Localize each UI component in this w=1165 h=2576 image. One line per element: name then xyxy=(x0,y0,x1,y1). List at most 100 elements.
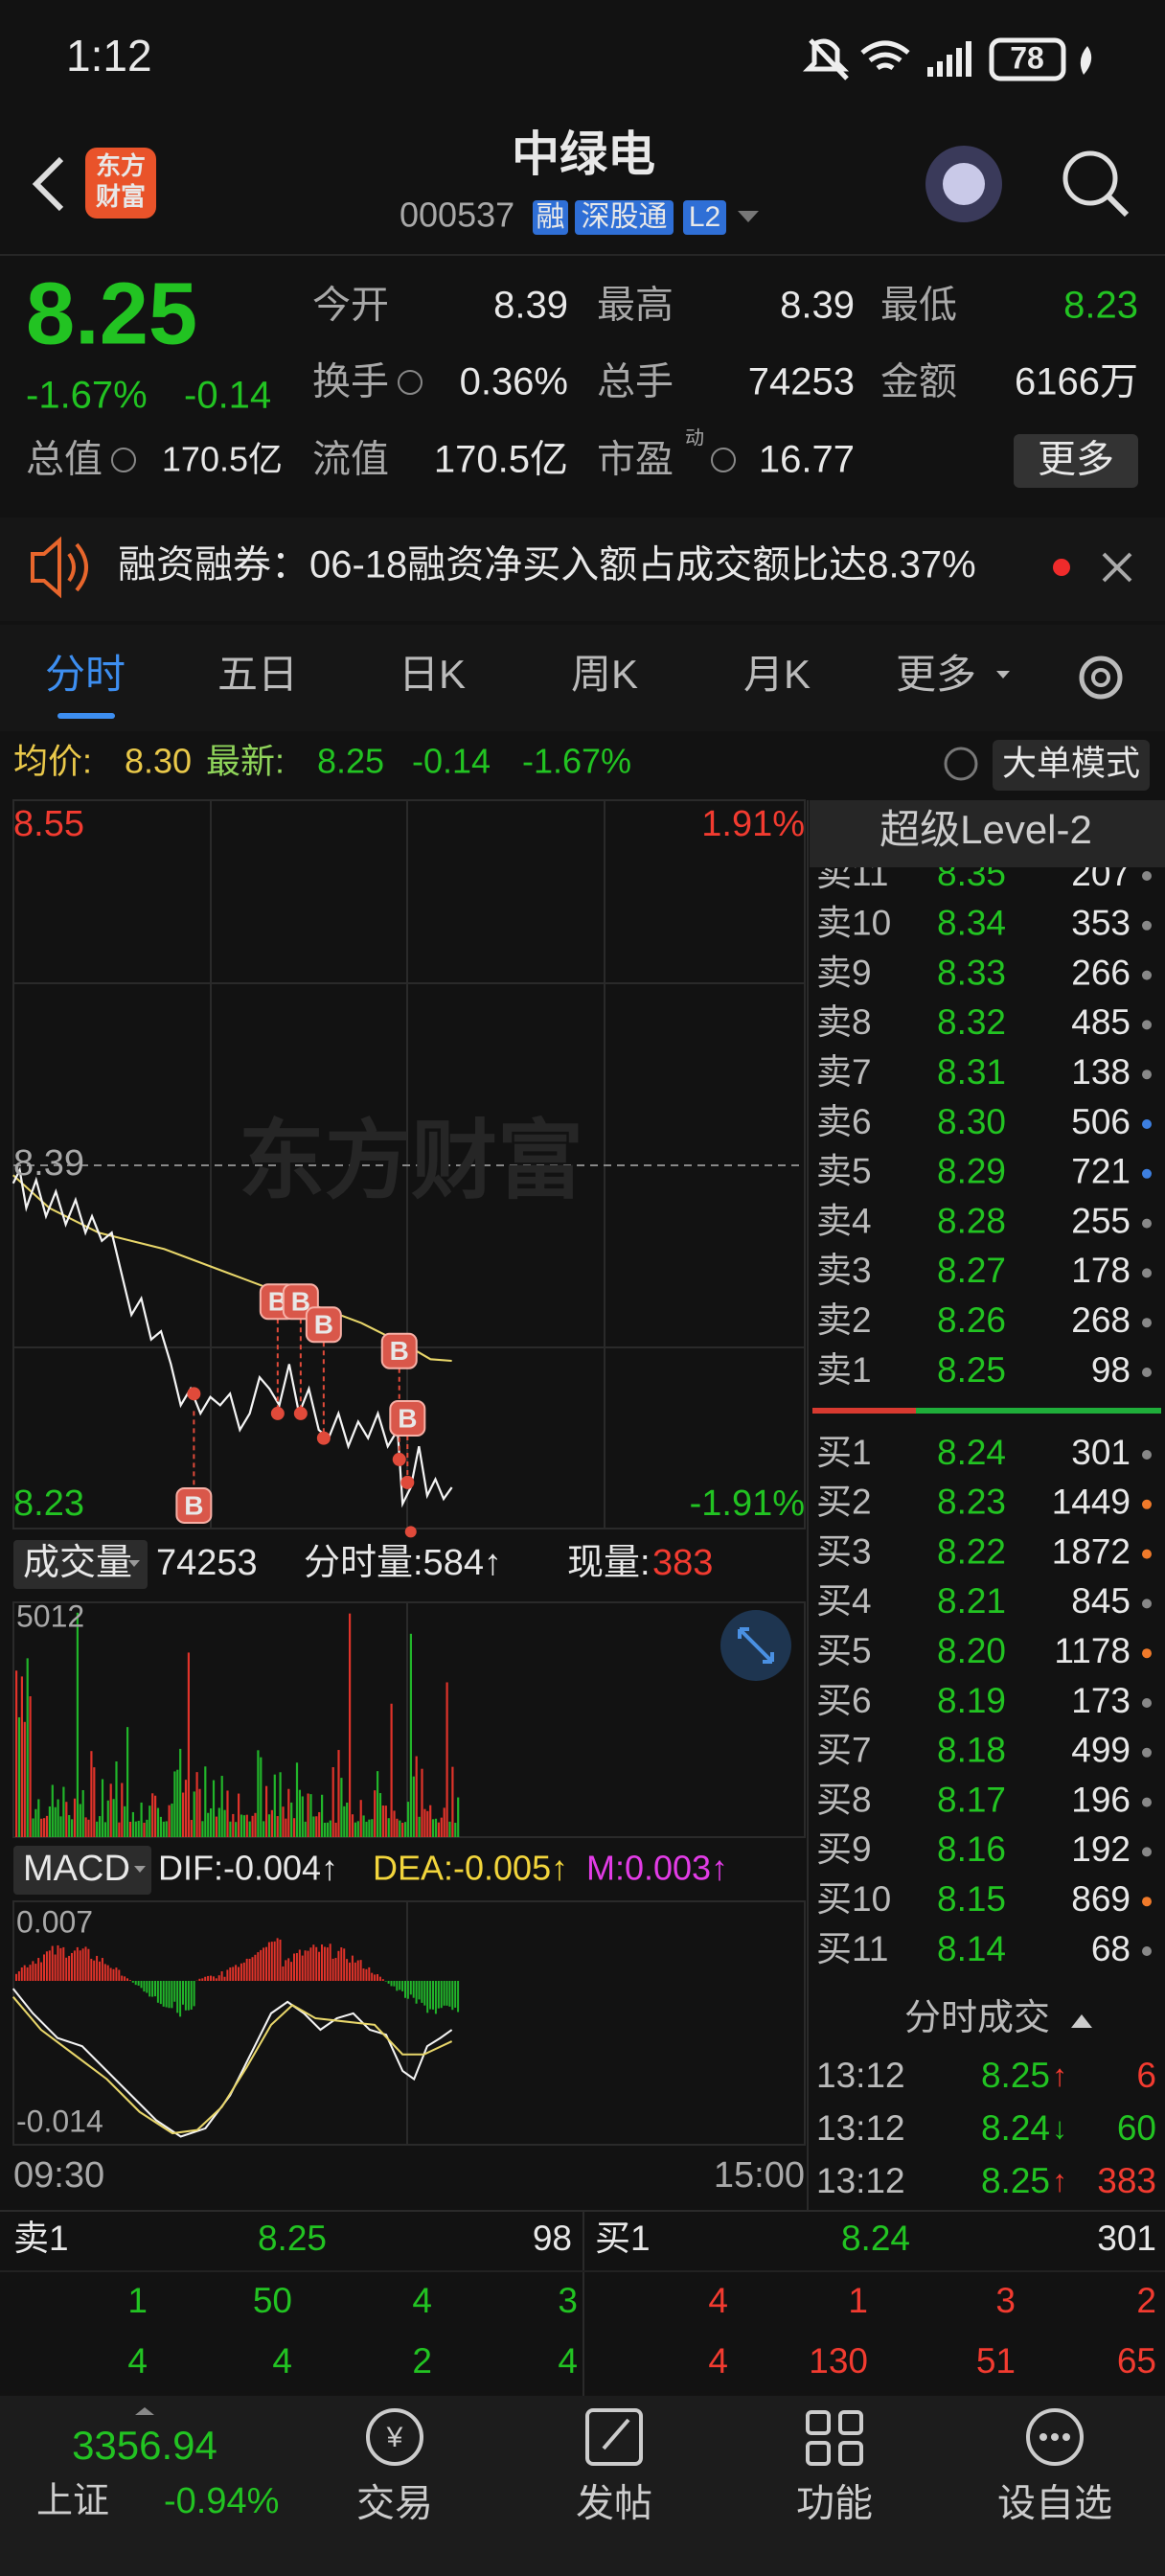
axis-label: 1.91% xyxy=(701,804,805,844)
watermark: 东方财富 xyxy=(239,1114,583,1209)
volume-bar xyxy=(418,1816,421,1837)
macd-selector[interactable] xyxy=(13,1846,151,1895)
macd-bar xyxy=(171,1981,173,2009)
level-volume: 301 xyxy=(1071,1433,1131,1472)
macd-bar xyxy=(84,1946,87,1981)
latest: 8.25 xyxy=(317,742,384,781)
macd-bar xyxy=(134,1981,137,1986)
nav-item[interactable]: 发帖 xyxy=(576,2483,652,2525)
volume-bar xyxy=(128,1821,132,1837)
index-value[interactable]: 3356.94 xyxy=(72,2423,217,2468)
selector-arrow xyxy=(134,1866,146,1873)
level-volume: 138 xyxy=(1071,1052,1131,1092)
help-icon[interactable] xyxy=(944,747,978,781)
field-label: 今开 xyxy=(312,285,389,327)
more-button[interactable] xyxy=(1014,434,1138,488)
field-value: 8.23 xyxy=(1063,285,1138,327)
level-dot xyxy=(1142,1168,1152,1179)
level-price: 8.18 xyxy=(937,1731,1006,1770)
macd-bar xyxy=(315,1946,318,1981)
nav-item[interactable]: 设自选 xyxy=(997,2483,1112,2525)
close-button[interactable] xyxy=(1102,552,1132,583)
macd-bar xyxy=(423,1981,426,2006)
marker xyxy=(389,1400,426,1438)
volume-bar xyxy=(257,1750,260,1837)
macd-bar xyxy=(340,1947,343,1981)
macd-bar xyxy=(201,1978,204,1981)
macd-bar xyxy=(90,1958,93,1981)
level-dot xyxy=(1142,970,1152,980)
level-volume: 353 xyxy=(1071,904,1131,943)
macd-bar xyxy=(126,1978,128,1981)
macd-bar xyxy=(124,1976,126,1981)
volume-bars xyxy=(15,1612,460,1837)
tab[interactable]: 更多 xyxy=(896,652,976,697)
macd-bar xyxy=(23,1965,26,1981)
macd-bar xyxy=(235,1965,238,1981)
macd-bar xyxy=(248,1958,251,1981)
macd-lines xyxy=(11,1988,453,2138)
settings-button[interactable] xyxy=(1079,656,1123,700)
volume-bar xyxy=(154,1795,157,1837)
volume-bar xyxy=(349,1613,352,1837)
tab[interactable]: 五日 xyxy=(217,652,298,697)
macd-bar xyxy=(240,1963,242,1981)
queue-order: 4 xyxy=(558,2341,578,2380)
volume-bar xyxy=(99,1816,102,1837)
volume-bar xyxy=(204,1766,207,1837)
volume-bar xyxy=(146,1819,148,1837)
volume-bar xyxy=(351,1814,354,1837)
search-button[interactable] xyxy=(1062,150,1118,206)
tab[interactable]: 周K xyxy=(571,652,638,697)
macd-bar xyxy=(323,1946,326,1981)
volume-bar xyxy=(421,1768,423,1837)
macd-bar xyxy=(204,1976,207,1981)
volume-bar xyxy=(45,1815,49,1837)
mode-button-text[interactable]: 大单模式 xyxy=(1002,744,1140,783)
mode-button[interactable] xyxy=(993,740,1150,791)
macd-bar xyxy=(377,1974,378,1981)
queue-order: 4 xyxy=(127,2341,148,2380)
back-button[interactable] xyxy=(32,156,64,212)
macd-bar xyxy=(43,1954,45,1981)
macd-bar xyxy=(346,1959,349,1981)
macd-bar xyxy=(362,1968,365,1981)
nav-item[interactable]: 功能 xyxy=(796,2483,873,2525)
macd-bar xyxy=(267,1942,270,1981)
volume-bar xyxy=(131,1811,134,1837)
volume-label[interactable]: 成交量 xyxy=(23,1543,132,1583)
macd-bar xyxy=(121,1975,124,1981)
level-label: 卖2 xyxy=(816,1300,872,1340)
nav-item[interactable]: 交易 xyxy=(356,2483,433,2525)
macd-bar xyxy=(101,1958,103,1981)
speaker-icon xyxy=(31,536,88,599)
macd-bar xyxy=(146,1981,148,1993)
macd-label[interactable]: MACD xyxy=(23,1849,130,1889)
tab[interactable]: 月K xyxy=(743,652,811,697)
macd-bar xyxy=(429,1981,432,2010)
volume-bar xyxy=(124,1806,126,1837)
level-dot xyxy=(1142,1318,1152,1328)
macd-bar xyxy=(437,1981,440,2009)
macd-bar xyxy=(390,1981,393,1987)
level-dot xyxy=(1142,1946,1152,1956)
volume-bar xyxy=(20,1676,23,1837)
collapse-icon[interactable] xyxy=(1071,2014,1092,2028)
level-dot xyxy=(1142,871,1152,881)
level-volume: 255 xyxy=(1071,1201,1131,1240)
level-volume: 485 xyxy=(1071,1002,1131,1042)
macd-bar xyxy=(287,1958,290,1981)
level-dot xyxy=(1142,1020,1152,1030)
tab[interactable]: 日K xyxy=(399,652,466,697)
more-button-text[interactable]: 更多 xyxy=(1038,439,1114,481)
expand-index[interactable] xyxy=(135,2407,154,2415)
level-volume: 1449 xyxy=(1052,1483,1131,1522)
macd-bar xyxy=(301,1955,304,1981)
dropdown[interactable] xyxy=(738,211,759,222)
level-price: 8.16 xyxy=(937,1829,1006,1869)
volume-selector[interactable] xyxy=(13,1540,148,1589)
volume-bar xyxy=(282,1806,285,1837)
tab[interactable]: 分时 xyxy=(45,652,126,697)
notice-text: 融资融券：06-18融资净买入额占成交额比达8.37% xyxy=(118,544,976,586)
